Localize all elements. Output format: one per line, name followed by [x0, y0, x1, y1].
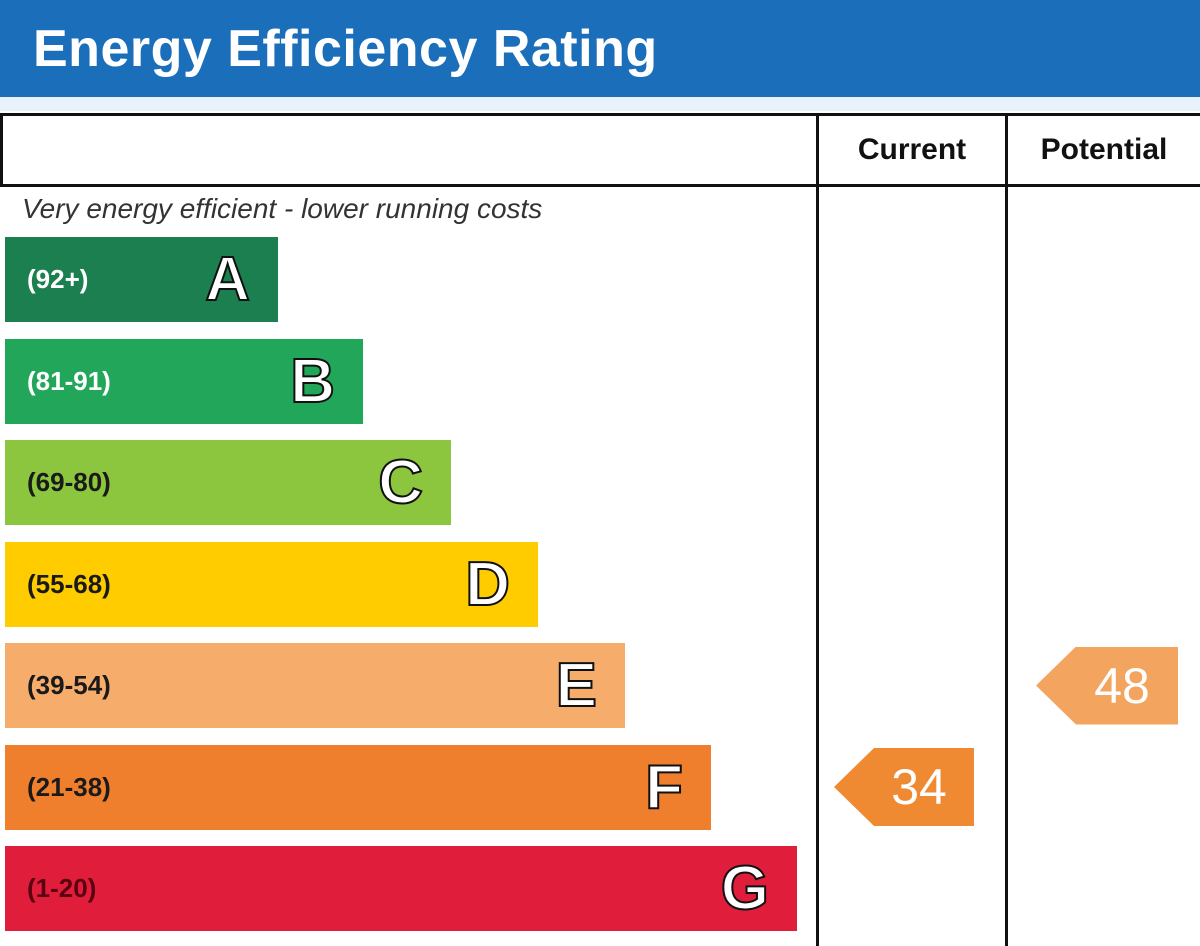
band-range-label: (69-80)	[27, 467, 111, 497]
potential-rating-marker: 48	[1036, 646, 1178, 725]
table-header-border	[0, 184, 1200, 187]
page-title: Energy Efficiency Rating	[33, 20, 658, 78]
current-column-header: Current	[857, 133, 967, 166]
band-letter: F	[644, 752, 684, 823]
band-range-label: (92+)	[27, 264, 89, 294]
band-range-label: (21-38)	[27, 771, 111, 802]
efficiency-subtitle: Very energy efficient - lower running co…	[22, 193, 543, 224]
band-letter: B	[289, 346, 336, 417]
band-letter: G	[720, 853, 770, 924]
band-range-label: (1-20)	[27, 873, 97, 903]
table-left-border	[0, 113, 3, 187]
band-c: (69-80) C	[5, 440, 451, 525]
band-letter: C	[377, 447, 424, 518]
band-g: (1-20) G	[5, 846, 797, 931]
band-range-label: (39-54)	[27, 670, 111, 700]
current-rating-marker: 34	[834, 748, 974, 826]
band-range-label: (81-91)	[27, 365, 111, 396]
potential-column-divider	[1005, 113, 1008, 946]
band-a: (92+) A	[5, 237, 278, 322]
band-letter: A	[204, 244, 251, 315]
band-b: (81-91) B	[5, 338, 363, 424]
potential-column-header: Potential	[1040, 133, 1168, 166]
table-top-border	[0, 113, 1200, 116]
band-range-label: (55-68)	[27, 568, 111, 599]
band-letter: E	[555, 650, 598, 721]
band-letter: D	[464, 549, 511, 620]
band-d: (55-68) D	[5, 541, 538, 627]
band-f: (21-38) F	[5, 744, 711, 830]
header-bar: Energy Efficiency Rating	[0, 0, 1200, 97]
current-column-divider	[816, 113, 819, 946]
band-e: (39-54) E	[5, 643, 625, 728]
header-separator	[0, 97, 1200, 111]
